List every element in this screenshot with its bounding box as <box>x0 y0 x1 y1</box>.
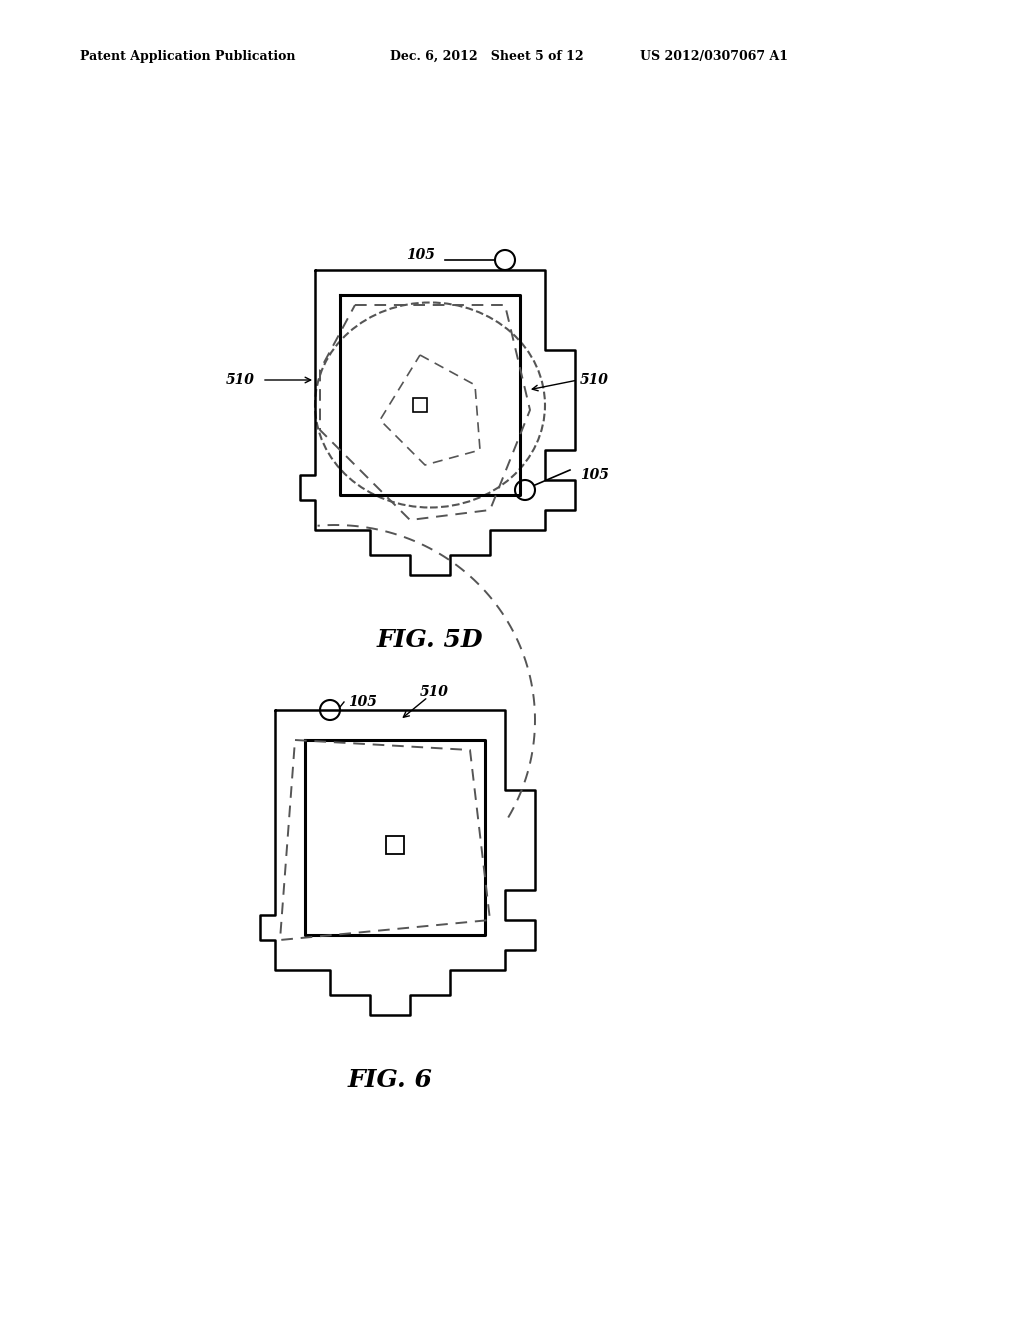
Text: 105: 105 <box>407 248 435 261</box>
Text: Patent Application Publication: Patent Application Publication <box>80 50 296 63</box>
Text: US 2012/0307067 A1: US 2012/0307067 A1 <box>640 50 788 63</box>
Text: 510: 510 <box>420 685 449 700</box>
Text: 105: 105 <box>580 469 609 482</box>
Text: 510: 510 <box>580 374 609 387</box>
Text: FIG. 5D: FIG. 5D <box>377 628 483 652</box>
Bar <box>386 836 404 854</box>
Text: 105: 105 <box>348 696 377 709</box>
Text: FIG. 6: FIG. 6 <box>347 1068 432 1092</box>
Text: Dec. 6, 2012   Sheet 5 of 12: Dec. 6, 2012 Sheet 5 of 12 <box>390 50 584 63</box>
Bar <box>413 399 427 412</box>
Text: 510: 510 <box>226 374 255 387</box>
